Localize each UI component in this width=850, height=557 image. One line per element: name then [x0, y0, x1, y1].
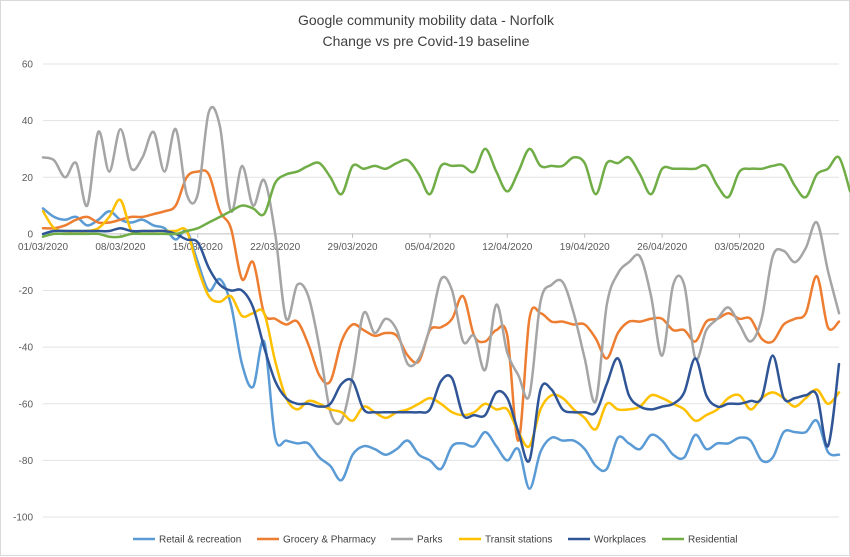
y-tick-label: -100 [13, 513, 33, 524]
y-tick-label: 60 [22, 60, 34, 71]
x-tick-label: 19/04/2020 [560, 242, 610, 253]
series-line-residential [41, 147, 850, 239]
y-tick-label: -60 [19, 399, 34, 410]
y-tick-label: -20 [19, 286, 34, 297]
x-tick-label: 03/05/2020 [714, 242, 764, 253]
x-tick-label: 08/03/2020 [95, 242, 145, 253]
y-axis: 60 40 20 0 -20 -40 -60 -80 -100 [13, 60, 33, 524]
chart-subtitle: Change vs pre Covid-19 baseline [322, 33, 529, 49]
x-tick-label: 12/04/2020 [482, 242, 532, 253]
x-tick-label: 26/04/2020 [637, 242, 687, 253]
chart-title: Google community mobility data - Norfolk [298, 12, 555, 28]
series-line-retail-recreation [41, 207, 841, 490]
x-tick-label: 29/03/2020 [328, 242, 378, 253]
series-lines [41, 105, 850, 490]
y-tick-label: 0 [27, 229, 33, 240]
series-line-transit-stations [41, 198, 841, 449]
x-tick-label: 22/03/2020 [250, 242, 300, 253]
series-line-workplaces [41, 226, 841, 463]
series-line-parks [41, 105, 841, 426]
legend-label: Parks [417, 535, 443, 546]
legend-label: Retail & recreation [159, 535, 241, 546]
legend-label: Workplaces [594, 535, 646, 546]
legend-label: Grocery & Pharmacy [283, 535, 376, 546]
x-tick-label: 01/03/2020 [18, 242, 68, 253]
y-tick-label: -80 [19, 456, 34, 467]
legend-label: Residential [688, 535, 737, 546]
legend-label: Transit stations [485, 535, 552, 546]
x-axis: 01/03/2020 08/03/2020 15/03/2020 22/03/2020… [18, 233, 765, 253]
y-tick-label: 20 [22, 173, 34, 184]
gridlines [43, 63, 839, 518]
y-tick-label: 40 [22, 116, 34, 127]
y-tick-label: -40 [19, 343, 34, 354]
legend: Retail & recreation Grocery & Pharmacy Par… [133, 535, 737, 546]
series-line-grocery-pharmacy [41, 169, 841, 442]
x-tick-label: 05/04/2020 [405, 242, 455, 253]
x-tick-label: 15/03/2020 [173, 242, 223, 253]
